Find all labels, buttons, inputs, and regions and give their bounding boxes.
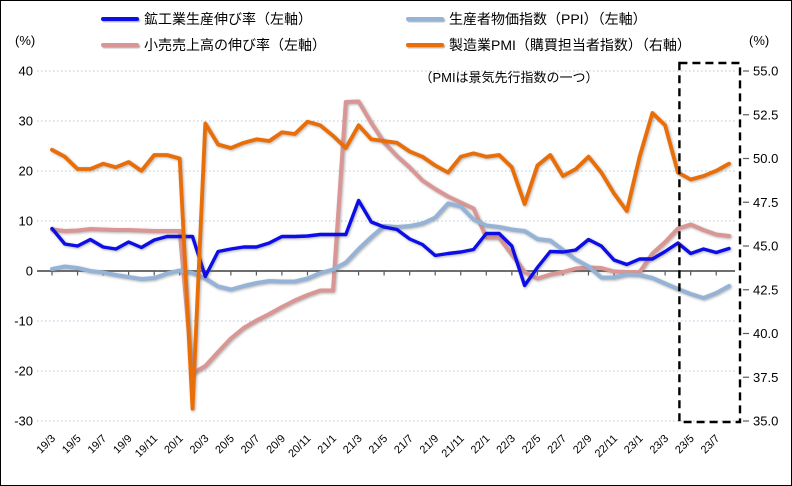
legend-item-ppi: 生産者物価指数（PPI）（左軸） [406,10,647,28]
x-tick-label: 21/1 [316,433,340,457]
x-tick-label: 20/3 [188,433,212,457]
x-tick-label: 21/7 [392,433,416,457]
x-tick-label: 23/3 [648,433,672,457]
y-axis-label-right: 55.0 [753,64,778,79]
y-axis-label-right: 47.5 [753,195,778,210]
x-tick-label: 21/9 [418,433,442,457]
x-tick-label: 19/3 [34,433,58,457]
y-axis-label-left: 10 [19,214,33,229]
x-tick-label: 20/1 [162,433,186,457]
y-axis-label-right: 52.5 [753,107,778,122]
legend-label-pmi: 製造業PMI（購買担当者指数）（右軸） [449,37,691,53]
x-tick-label: 19/5 [60,433,84,457]
y-axis-label-left: 0 [26,264,33,279]
x-tick-label: 22/3 [494,433,518,457]
legend-label-retail-sales: 小売売上高の伸び率（左軸） [144,37,326,53]
y-axis-label-left: -30 [14,414,33,429]
x-tick-label: 20/7 [239,433,263,457]
series-line-retail-sales [50,99,731,376]
y-axis-label-right: 42.5 [753,282,778,297]
y-axis-label-right: 35.0 [753,414,778,429]
left-axis-unit-label: (%) [15,33,36,48]
highlight-box [678,61,742,424]
x-tick-label: 22/7 [545,433,569,457]
y-axis-label-left: 20 [19,164,33,179]
y-axis-label-right: 45.0 [753,239,778,254]
x-tick-label: 23/1 [622,433,646,457]
legend-item-industrial-production: 鉱工業生産伸び率（左軸） [101,10,312,28]
x-tick-label: 22/5 [520,433,544,457]
y-axis-label-left: 40 [19,64,33,79]
x-tick-label: 23/7 [699,433,723,457]
y-axis-label-left: -20 [14,364,33,379]
legend-label-industrial-production: 鉱工業生産伸び率（左軸） [144,11,312,27]
legend-item-pmi: 製造業PMI（購買担当者指数）（右軸） [406,36,691,54]
x-tick-label: 20/5 [213,433,237,457]
legend-swatch-retail-sales-icon [101,43,139,47]
legend-swatch-ppi-icon [406,17,444,21]
y-axis-label-right: 37.5 [753,370,778,385]
series-line-ppi [50,201,731,300]
series-line-industrial-production [50,198,731,288]
x-tick-label: 20/11 [286,433,313,460]
y-axis-label-left: 30 [19,114,33,129]
y-axis-label-right: 50.0 [753,151,778,166]
pmi-note: （PMIは景気先行指数の一つ） [419,70,599,85]
x-tick-label: 23/5 [673,433,697,457]
x-tick-label: 22/9 [571,433,595,457]
y-axis-label-left: -10 [14,314,33,329]
y-axis-label-right: 40.0 [753,326,778,341]
x-tick-label: 19/11 [133,433,160,460]
x-tick-label: 21/3 [341,433,365,457]
x-tick-label: 21/5 [367,433,391,457]
legend-swatch-pmi-icon [406,43,444,47]
x-tick-label: 22/11 [593,433,620,460]
x-tick-label: 19/7 [86,433,110,457]
x-tick-label: 21/11 [439,433,466,460]
series-line-pmi [50,111,731,411]
legend-item-retail-sales: 小売売上高の伸び率（左軸） [101,36,326,54]
x-tick-label: 19/9 [111,433,135,457]
legend-swatch-industrial-production-icon [101,17,139,21]
x-tick-label: 20/9 [264,433,288,457]
legend-label-ppi: 生産者物価指数（PPI）（左軸） [449,11,647,27]
right-axis-unit-label: (%) [749,33,770,48]
x-tick-label: 22/1 [469,433,493,457]
